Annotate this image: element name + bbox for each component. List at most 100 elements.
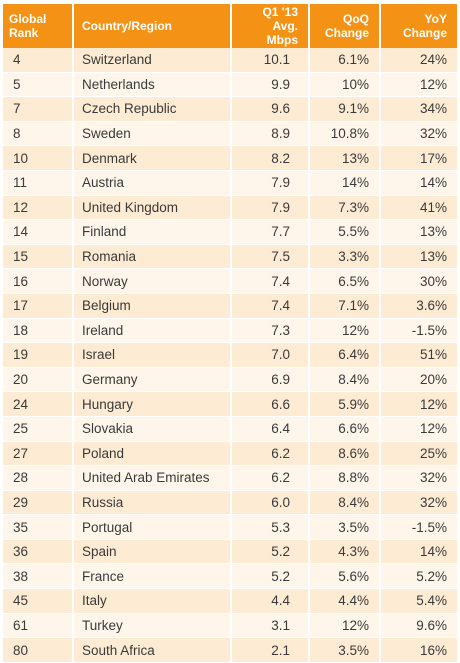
header-global-rank: Global Rank [3,4,74,48]
yoy-change-cell: 13% [380,219,457,245]
rank-cell: 25 [3,416,74,442]
rank-cell: 10 [3,145,74,171]
table-row: 28 United Arab Emirates 6.2 8.8% 32% [3,465,457,491]
table-body: 4 Switzerland 10.1 6.1% 24% 5 Netherlands 9.9 10… [3,48,457,663]
page: Global Rank Country/Region Q1 '13 Avg. M… [3,4,457,663]
country-cell: Austria [73,170,232,196]
qoq-change-cell: 6.4% [309,342,381,368]
yoy-change-cell: 12% [380,416,457,442]
yoy-change-cell: 17% [380,145,457,171]
qoq-change-cell: 7.1% [309,293,381,319]
avg-mbps-cell: 7.5 [231,244,310,270]
yoy-change-cell: 16% [380,637,457,663]
qoq-change-cell: 5.6% [309,563,381,590]
yoy-change-cell: 5.2% [380,563,457,590]
qoq-change-cell: 3.5% [309,637,381,663]
table-row: 29 Russia 6.0 8.4% 32% [3,490,457,516]
yoy-change-cell: 32% [380,490,457,516]
country-cell: Romania [73,244,232,270]
qoq-change-cell: 14% [309,170,381,196]
rank-cell: 8 [3,121,74,147]
header-row: Global Rank Country/Region Q1 '13 Avg. M… [3,4,457,48]
header-global-rank-line2: Rank [9,26,39,40]
table-row: 4 Switzerland 10.1 6.1% 24% [3,48,457,73]
rank-cell: 35 [3,514,74,540]
avg-mbps-cell: 5.3 [231,514,310,540]
qoq-change-cell: 10% [309,72,381,98]
header-yoy-change: YoY Change [380,4,457,48]
header-qoq-change-line1: QoQ [343,12,369,26]
header-yoy-change-line1: YoY [424,12,447,26]
yoy-change-cell: -1.5% [380,318,457,344]
avg-mbps-cell: 8.2 [231,145,310,171]
country-cell: United Kingdom [73,195,232,221]
yoy-change-cell: 9.6% [380,613,457,639]
avg-mbps-cell: 6.2 [231,441,310,467]
rank-cell: 27 [3,441,74,467]
table-row: 16 Norway 7.4 6.5% 30% [3,268,457,294]
avg-mbps-cell: 2.1 [231,637,310,663]
country-cell: Israel [73,342,232,368]
rank-cell: 16 [3,268,74,294]
table-row: 20 Germany 6.9 8.4% 20% [3,367,457,393]
avg-mbps-cell: 7.0 [231,342,310,368]
table-row: 25 Slovakia 6.4 6.6% 12% [3,416,457,442]
yoy-change-cell: 14% [380,539,457,565]
yoy-change-cell: 51% [380,342,457,368]
qoq-change-cell: 8.6% [309,441,381,467]
qoq-change-cell: 6.5% [309,268,381,294]
qoq-change-cell: 4.4% [309,588,381,614]
avg-mbps-cell: 6.2 [231,465,310,491]
avg-mbps-cell: 9.6 [231,96,310,122]
country-cell: Turkey [73,613,232,639]
rank-cell: 11 [3,170,74,196]
rank-cell: 61 [3,613,74,639]
avg-mbps-cell: 7.3 [231,318,310,344]
yoy-change-cell: 20% [380,367,457,393]
country-cell: Poland [73,441,232,467]
country-cell: Czech Republic [73,96,232,122]
avg-mbps-cell: 6.4 [231,416,310,442]
table-row: 18 Ireland 7.3 12% -1.5% [3,318,457,344]
rank-cell: 28 [3,465,74,491]
qoq-change-cell: 3.5% [309,514,381,540]
yoy-change-cell: 12% [380,72,457,98]
yoy-change-cell: 34% [380,96,457,122]
country-cell: Portugal [73,514,232,540]
yoy-change-cell: 5.4% [380,588,457,614]
yoy-change-cell: 13% [380,244,457,270]
country-cell: France [73,563,232,590]
qoq-change-cell: 5.9% [309,391,381,417]
yoy-change-cell: 32% [380,465,457,491]
header-country-region-label: Country/Region [82,19,172,33]
header-avg-mbps-line2: Avg. Mbps [266,19,298,47]
avg-mbps-cell: 8.9 [231,121,310,147]
country-cell: Germany [73,367,232,393]
rank-cell: 4 [3,48,74,73]
table-row: 27 Poland 6.2 8.6% 25% [3,441,457,467]
rank-cell: 5 [3,72,74,98]
country-cell: United Arab Emirates [73,465,232,491]
table-row: 19 Israel 7.0 6.4% 51% [3,342,457,368]
header-country-region: Country/Region [73,4,232,48]
avg-mbps-cell: 7.4 [231,293,310,319]
table-row: 61 Turkey 3.1 12% 9.6% [3,613,457,639]
header-avg-mbps: Q1 '13 Avg. Mbps [231,4,310,48]
rank-cell: 14 [3,219,74,245]
avg-mbps-cell: 10.1 [231,48,310,73]
table-row: 7 Czech Republic 9.6 9.1% 34% [3,96,457,122]
yoy-change-cell: -1.5% [380,514,457,540]
avg-mbps-cell: 7.4 [231,268,310,294]
avg-mbps-cell: 7.9 [231,195,310,221]
yoy-change-cell: 41% [380,195,457,221]
qoq-change-cell: 8.4% [309,490,381,516]
rank-cell: 19 [3,342,74,368]
table-row: 35 Portugal 5.3 3.5% -1.5% [3,514,457,540]
yoy-change-cell: 32% [380,121,457,147]
table-row: 12 United Kingdom 7.9 7.3% 41% [3,195,457,221]
avg-mbps-cell: 7.9 [231,170,310,196]
avg-mbps-cell: 6.6 [231,391,310,417]
qoq-change-cell: 4.3% [309,539,381,565]
avg-mbps-cell: 9.9 [231,72,310,98]
rank-cell: 24 [3,391,74,417]
